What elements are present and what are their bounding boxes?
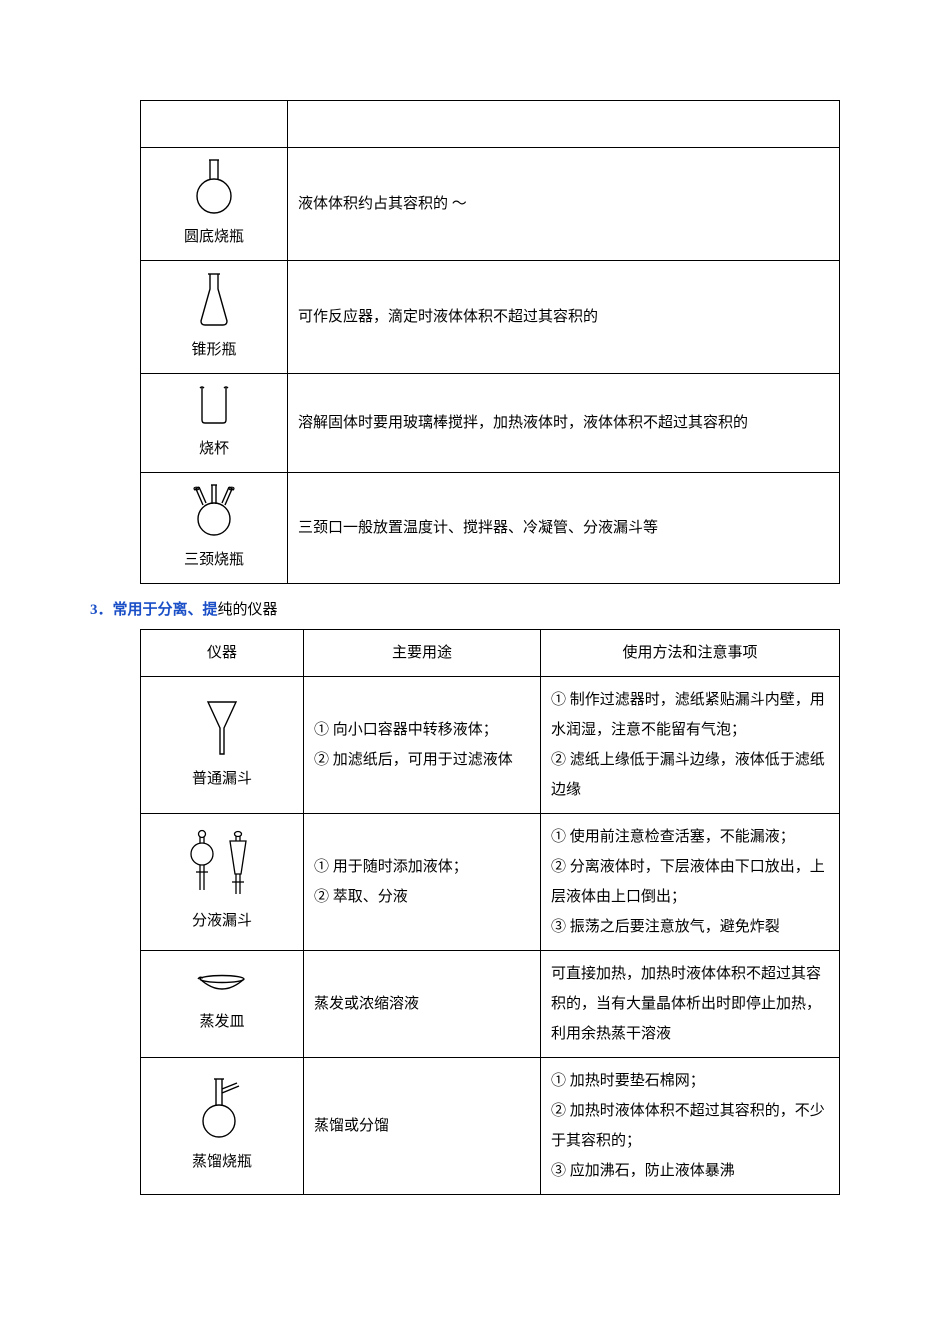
apparatus-notes: ① 加热时要垫石棉网；② 加热时液体体积不超过其容积的，不少于其容积的；③ 应加… [541,1058,840,1195]
beaker-icon [151,382,277,428]
apparatus-use: ① 用于随时添加液体；② 萃取、分液 [304,814,541,951]
section-title-blue: 常用于分离、提 [113,602,218,618]
evaporating-dish-icon [151,971,293,1001]
apparatus-cell-separating-funnel: 分液漏斗 [141,814,304,951]
apparatus-table-1: 圆底烧瓶 液体体积约占其容积的 ～ 锥形瓶 可作反应器，滴定时液体体积不超过其容… [140,100,840,584]
apparatus-caption: 普通漏斗 [151,764,293,794]
apparatus-desc: 三颈口一般放置温度计、搅拌器、冷凝管、分液漏斗等 [287,473,839,584]
funnel-icon [151,696,293,758]
apparatus-cell-funnel: 普通漏斗 [141,677,304,814]
apparatus-cell-conical-flask: 锥形瓶 [141,261,288,374]
table2-header-notes: 使用方法和注意事项 [541,630,840,677]
apparatus-notes: ① 使用前注意检查活塞，不能漏液；② 分离液体时，下层液体由下口放出，上层液体由… [541,814,840,951]
apparatus-use: 蒸馏或分馏 [304,1058,541,1195]
separating-funnels-icon [151,828,293,900]
table2-header-instrument: 仪器 [141,630,304,677]
distillation-flask-icon [151,1075,293,1141]
three-neck-flask-icon [151,481,277,539]
apparatus-desc: 液体体积约占其容积的 ～ [287,148,839,261]
apparatus-use: ① 向小口容器中转移液体；② 加滤纸后，可用于过滤液体 [304,677,541,814]
apparatus-caption: 烧杯 [151,434,277,464]
apparatus-caption: 蒸馏烧瓶 [151,1147,293,1177]
apparatus-desc: 溶解固体时要用玻璃棒搅拌，加热液体时，液体体积不超过其容积的 [287,374,839,473]
round-bottom-flask-icon [151,156,277,216]
apparatus-use: 蒸发或浓缩溶液 [304,951,541,1058]
table2-header-use: 主要用途 [304,630,541,677]
apparatus-cell-three-neck-flask: 三颈烧瓶 [141,473,288,584]
apparatus-cell-distillation-flask: 蒸馏烧瓶 [141,1058,304,1195]
apparatus-notes: 可直接加热，加热时液体体积不超过其容积的，当有大量晶体析出时即停止加热，利用余热… [541,951,840,1058]
apparatus-cell-round-bottom-flask: 圆底烧瓶 [141,148,288,261]
apparatus-caption: 分液漏斗 [151,906,293,936]
section-number: 3． [90,602,113,618]
section-title-black: 纯的仪器 [218,602,278,618]
apparatus-cell-evaporating-dish: 蒸发皿 [141,951,304,1058]
table-row: 蒸发皿 蒸发或浓缩溶液 可直接加热，加热时液体体积不超过其容积的，当有大量晶体析… [141,951,840,1058]
table1-header-cell-2 [287,101,839,148]
table-row: 烧杯 溶解固体时要用玻璃棒搅拌，加热液体时，液体体积不超过其容积的 [141,374,840,473]
table-row: 普通漏斗 ① 向小口容器中转移液体；② 加滤纸后，可用于过滤液体 ① 制作过滤器… [141,677,840,814]
table-row: 圆底烧瓶 液体体积约占其容积的 ～ [141,148,840,261]
apparatus-notes: ① 制作过滤器时，滤纸紧贴漏斗内壁，用水润湿，注意不能留有气泡；② 滤纸上缘低于… [541,677,840,814]
apparatus-caption: 蒸发皿 [151,1007,293,1037]
table-row: 锥形瓶 可作反应器，滴定时液体体积不超过其容积的 [141,261,840,374]
apparatus-caption: 锥形瓶 [151,335,277,365]
apparatus-cell-beaker: 烧杯 [141,374,288,473]
table1-header-cell-1 [141,101,288,148]
apparatus-desc: 可作反应器，滴定时液体体积不超过其容积的 [287,261,839,374]
table1-header-row [141,101,840,148]
section-heading: 3．常用于分离、提纯的仪器 [90,598,870,619]
apparatus-caption: 圆底烧瓶 [151,222,277,252]
table-row: 三颈烧瓶 三颈口一般放置温度计、搅拌器、冷凝管、分液漏斗等 [141,473,840,584]
apparatus-caption: 三颈烧瓶 [151,545,277,575]
table-row: 蒸馏烧瓶 蒸馏或分馏 ① 加热时要垫石棉网；② 加热时液体体积不超过其容积的，不… [141,1058,840,1195]
apparatus-table-2: 仪器 主要用途 使用方法和注意事项 普通漏斗 ① 向小口容器中转移液体；② 加滤… [140,629,840,1195]
conical-flask-icon [151,269,277,329]
table-row: 分液漏斗 ① 用于随时添加液体；② 萃取、分液 ① 使用前注意检查活塞，不能漏液… [141,814,840,951]
table2-header-row: 仪器 主要用途 使用方法和注意事项 [141,630,840,677]
page: 圆底烧瓶 液体体积约占其容积的 ～ 锥形瓶 可作反应器，滴定时液体体积不超过其容… [0,0,950,1344]
